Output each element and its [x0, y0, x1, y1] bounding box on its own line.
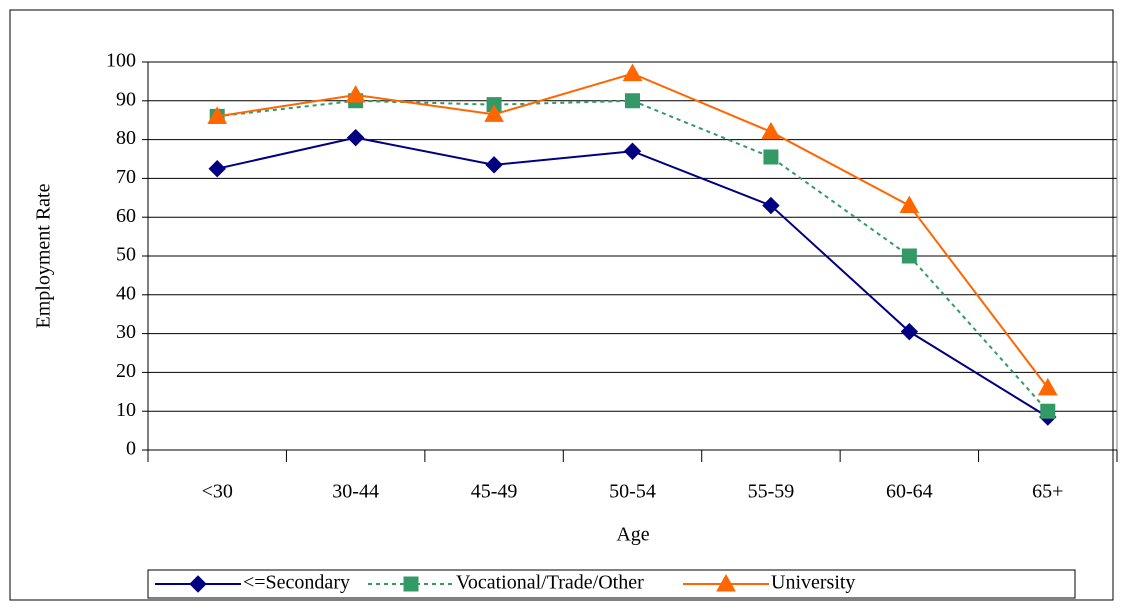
- marker: [1037, 377, 1058, 396]
- marker: [208, 159, 226, 178]
- y-tick-label: 40: [116, 282, 136, 304]
- marker: [762, 196, 780, 215]
- marker: [346, 128, 365, 147]
- legend-box: [147, 569, 1076, 599]
- chart-border: [9, 9, 1114, 601]
- marker: [207, 106, 228, 124]
- marker: [345, 84, 366, 103]
- marker: [622, 63, 643, 82]
- y-tick-label: 100: [106, 50, 136, 72]
- x-tick-label: <30: [202, 481, 233, 503]
- x-tick-label: 30-44: [332, 481, 379, 503]
- marker: [761, 121, 781, 140]
- y-axis-label: Employment Rate: [33, 183, 55, 328]
- y-tick-label: 0: [126, 438, 136, 460]
- legend-label: Vocational/Trade/Other: [456, 572, 644, 594]
- x-tick-label: 65+: [1032, 481, 1063, 503]
- legend-label: <=Secondary: [243, 572, 350, 594]
- y-tick-label: 30: [116, 321, 136, 343]
- marker: [763, 149, 779, 165]
- x-tick-label: 60-64: [886, 481, 933, 503]
- marker: [901, 248, 917, 264]
- y-tick-label: 50: [116, 244, 136, 266]
- marker: [900, 322, 919, 341]
- y-tick-label: 90: [116, 88, 136, 110]
- y-tick-label: 80: [116, 127, 136, 149]
- marker: [485, 156, 503, 174]
- y-tick-label: 70: [116, 166, 136, 188]
- marker: [1040, 403, 1056, 419]
- x-axis-label: Age: [616, 524, 649, 546]
- legend-label: University: [771, 572, 855, 594]
- marker: [899, 195, 920, 214]
- x-tick-label: 50-54: [609, 481, 656, 503]
- y-tick-label: 60: [116, 205, 136, 227]
- marker: [623, 142, 642, 160]
- y-tick-label: 10: [116, 399, 136, 421]
- marker: [625, 93, 640, 109]
- y-tick-label: 20: [116, 360, 136, 382]
- marker: [484, 104, 504, 122]
- marker: [403, 576, 419, 592]
- x-tick-label: 55-59: [748, 481, 795, 503]
- marker: [716, 573, 736, 592]
- marker: [189, 575, 207, 593]
- x-tick-label: 45-49: [471, 481, 518, 503]
